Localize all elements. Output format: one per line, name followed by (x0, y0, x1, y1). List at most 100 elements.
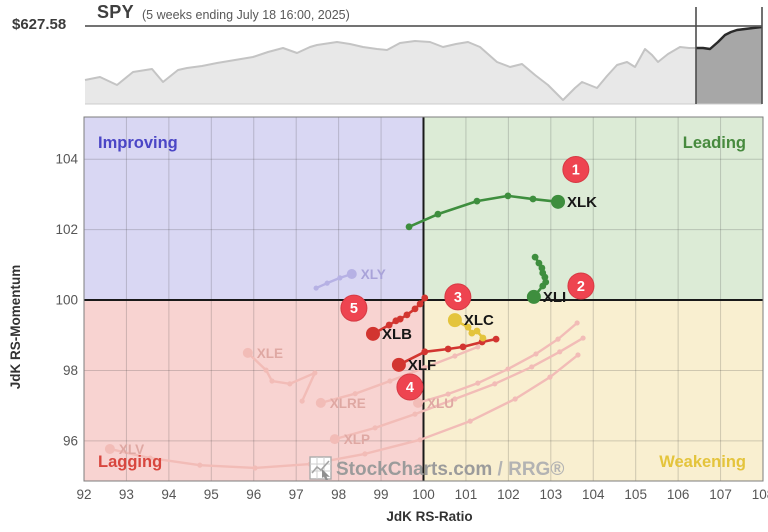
etf-label-XLRE[interactable]: XLRE (330, 396, 366, 411)
x-axis-title: JdK RS-Ratio (386, 509, 472, 524)
spy-symbol: SPY (97, 2, 134, 22)
tail-point (372, 425, 378, 431)
etf-label-XLU[interactable]: XLU (427, 396, 454, 411)
etf-dot-XLV[interactable] (104, 443, 115, 454)
y-tick-label: 100 (55, 293, 78, 308)
tail-point (147, 455, 153, 461)
svg-text:StockCharts.com / RRG®: StockCharts.com / RRG® (336, 459, 564, 480)
y-axis-title: JdK RS-Momentum (8, 265, 23, 390)
spy-highlight-area (696, 27, 762, 104)
y-tick-label: 98 (63, 363, 78, 378)
tail-point (444, 345, 452, 353)
x-tick-label: 100 (412, 487, 435, 502)
tail-point (575, 352, 581, 358)
tail-point (434, 210, 442, 218)
tail-point (492, 335, 500, 343)
badge-number: 2 (577, 279, 585, 295)
x-tick-label: 105 (624, 487, 647, 502)
badge-circle (396, 373, 424, 401)
spy-header: $627.58 SPY (5 weeks ending July 18 16:0… (0, 0, 768, 110)
tail-point (468, 329, 476, 337)
badge-circle (340, 294, 368, 322)
tail-point (411, 305, 419, 313)
tail-point (416, 300, 424, 308)
x-tick-label: 107 (709, 487, 732, 502)
x-tick-label: 95 (204, 487, 219, 502)
tail-line (314, 272, 353, 290)
spy-highlight-line (696, 25, 763, 51)
series-XLB[interactable]: XLB (365, 294, 429, 343)
tail-point (417, 437, 423, 443)
tail-point (539, 282, 547, 290)
x-tick-label: 97 (289, 487, 304, 502)
x-tick-label: 98 (331, 487, 346, 502)
stockcharts-logo-icon (309, 456, 332, 480)
tail-point (263, 367, 269, 373)
x-tick-label: 94 (161, 487, 177, 502)
series-XLP[interactable]: XLP (329, 335, 586, 447)
etf-label-XLV[interactable]: XLV (119, 442, 144, 457)
spy-subtitle: (5 weeks ending July 18 16:00, 2025) (142, 8, 350, 22)
etf-label-XLI[interactable]: XLI (543, 289, 566, 306)
spy-line (84, 26, 763, 101)
etf-dot-XLI[interactable] (526, 289, 541, 304)
x-tick-label: 106 (667, 487, 690, 502)
tail-point (412, 411, 418, 417)
etf-label-XLP[interactable]: XLP (344, 432, 370, 447)
etf-dot-XLB[interactable] (365, 326, 380, 341)
series-XLU[interactable]: XLU (412, 320, 580, 411)
tail-point (445, 391, 451, 397)
etf-label-XLF[interactable]: XLF (408, 357, 436, 374)
etf-dot-XLP[interactable] (329, 434, 340, 445)
etf-label-XLK[interactable]: XLK (567, 194, 597, 211)
tail-point (557, 349, 563, 355)
tail-point (362, 451, 368, 457)
tail-point (475, 380, 481, 386)
y-tick-label: 104 (55, 152, 78, 167)
badge-number: 1 (572, 162, 580, 178)
series-XLC[interactable]: XLC (447, 312, 494, 342)
badge-number: 4 (406, 380, 414, 396)
quadrant-leading (423, 117, 763, 301)
series-XLV[interactable]: XLV (104, 352, 581, 471)
x-tick-label: 93 (119, 487, 134, 502)
etf-label-XLB[interactable]: XLB (382, 326, 412, 343)
series-XLY[interactable]: XLY (313, 267, 386, 291)
tail-line (246, 351, 317, 403)
tail-point (473, 197, 481, 205)
highlight-badge-4: 4 (396, 373, 424, 401)
spy-sparkline[interactable] (0, 0, 768, 110)
series-XLK[interactable]: XLK (405, 192, 598, 231)
x-tick-label: 99 (374, 487, 389, 502)
rrg-plot[interactable]: XLV XLP XLU XLRE XLE XLY StockCharts.com / RRG… (0, 110, 768, 532)
x-tick-label: 92 (76, 487, 91, 502)
quadrant-improving (84, 117, 424, 301)
series-XLI[interactable]: XLI (526, 253, 566, 306)
quadrant-label-lagging: Lagging (98, 453, 162, 471)
y-tick-label: 96 (63, 433, 78, 448)
tail-point (421, 294, 429, 302)
badge-circle (444, 283, 472, 311)
etf-label-XLY[interactable]: XLY (361, 267, 386, 282)
tail-point (352, 391, 358, 397)
quadrant-label-improving: Improving (98, 134, 178, 152)
etf-dot-XLK[interactable] (551, 194, 566, 209)
etf-dot-XLY[interactable] (346, 269, 357, 280)
tail-point (467, 418, 473, 424)
series-XLE[interactable]: XLE (242, 346, 318, 404)
tail-point (580, 335, 586, 341)
etf-dot-XLRE[interactable] (315, 397, 326, 408)
tail-point (547, 374, 553, 380)
badge-circle (562, 155, 590, 183)
quadrant-label-weakening: Weakening (659, 453, 746, 471)
etf-label-XLC[interactable]: XLC (464, 312, 494, 329)
x-tick-label: 108 (752, 487, 768, 502)
etf-dot-XLU[interactable] (412, 397, 423, 408)
etf-dot-XLC[interactable] (447, 313, 462, 328)
etf-dot-XLF[interactable] (391, 357, 406, 372)
etf-label-XLE[interactable]: XLE (257, 346, 283, 361)
tail-point (403, 311, 411, 319)
etf-dot-XLE[interactable] (242, 347, 253, 358)
tail-point (464, 323, 472, 331)
